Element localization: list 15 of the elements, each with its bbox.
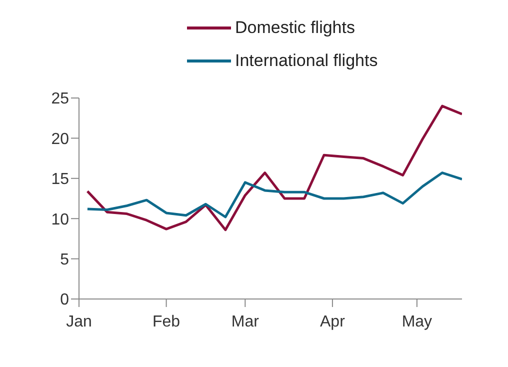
x-tick-label: May [402,313,432,330]
y-tick-label: 20 [51,130,70,148]
y-tick-label: 15 [51,171,70,188]
line-series [86,172,462,218]
x-tick-label: Mar [231,313,260,330]
y-tick-label: 10 [51,211,70,228]
legend-label: Domestic flights [235,18,355,38]
legend-label: International flights [235,50,378,70]
x-tick-label: Feb [152,313,180,330]
x-tick-label: Jan [66,313,92,330]
y-tick-label: 5 [60,251,70,268]
line-series [86,104,462,232]
x-tick-label: Apr [320,313,346,330]
y-tick-label: 25 [51,90,70,108]
y-tick-label: 0 [60,292,70,309]
